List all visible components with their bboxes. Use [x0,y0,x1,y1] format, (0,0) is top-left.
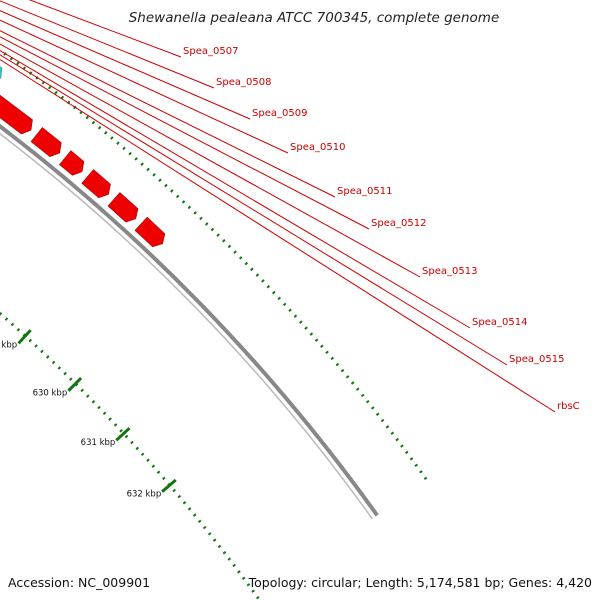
gene-label-rbsc[interactable]: rbsC [557,401,580,412]
gene-label-spea_0515[interactable]: Spea_0515 [509,354,564,365]
gene-feature-rbsc[interactable] [0,46,3,83]
gene-label-spea_0511[interactable]: Spea_0511 [337,186,392,197]
gene-label-spea_0508[interactable]: Spea_0508 [216,77,271,88]
cds-feature [81,169,111,199]
inner-ruler-line [0,311,261,600]
kbp-labels: 620 kbp621 kbp622 kbp623 kbp624 kbp625 k… [0,329,177,500]
kbp-tick [17,329,32,345]
gene-labels: Spea_0507 Spea_0508 Spea_0509 Spea_0510 Spea… [183,46,580,412]
backbone-line [0,123,379,517]
leader-line [0,54,508,366]
kbp-label: 629 kbp [0,341,17,351]
kbp-tick [67,376,83,392]
map-title: Shewanella pealeana ATCC 700345, complet… [129,10,500,26]
accession-text: Accession: NC_009901 [8,575,150,590]
cds-track [0,94,166,248]
leader-line [0,0,215,89]
gene-label-spea_0513[interactable]: Spea_0513 [422,266,477,277]
cds-feature [134,216,166,248]
cds-feature [59,150,85,176]
kbp-label: 630 kbp [33,388,68,398]
leader-line [0,19,289,154]
cds-feature [0,94,33,135]
cds-feature [107,192,139,223]
leader-line [0,49,471,329]
gene-track [0,46,3,83]
backbone [0,123,379,520]
leader-line [0,30,336,198]
outer-ruler-line [0,48,429,481]
kbp-tick [161,478,177,493]
gene-label-spea_0507[interactable]: Spea_0507 [183,46,238,57]
kbp-label: 631 kbp [81,438,116,448]
leader-line [28,0,182,58]
leader-line [0,43,421,278]
leader-line [0,58,556,413]
kbp-tick [115,426,131,442]
cds-feature [30,127,62,158]
gene-label-spea_0509[interactable]: Spea_0509 [252,108,307,119]
backbone-inner-line [0,133,373,520]
label-leaders [0,0,556,413]
ruler-lines [0,48,429,600]
genome-stats-text: Topology: circular; Length: 5,174,581 bp… [248,575,592,590]
gene-label-spea_0514[interactable]: Spea_0514 [472,317,527,328]
gene-label-spea_0512[interactable]: Spea_0512 [371,218,426,229]
gene-label-spea_0510[interactable]: Spea_0510 [290,142,345,153]
kbp-label: 632 kbp [127,490,162,500]
leader-line [0,36,370,230]
leader-line [0,10,251,120]
